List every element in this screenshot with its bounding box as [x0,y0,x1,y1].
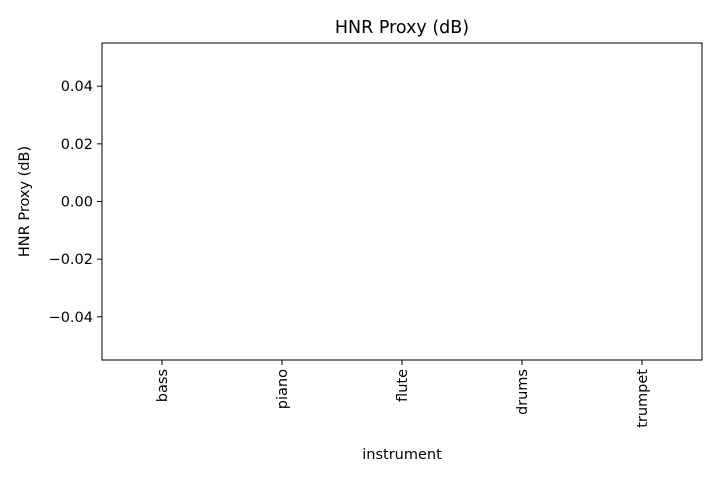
x-tick-label: flute [395,369,411,402]
y-axis-label: HNR Proxy (dB) [17,146,33,257]
chart-title: HNR Proxy (dB) [335,18,469,38]
x-tick-label: bass [155,369,171,402]
y-tick-label: 0.00 [61,195,93,211]
y-tick-label: 0.04 [61,79,93,95]
y-tick-label: −0.02 [49,252,93,268]
x-tick-label: trumpet [635,369,651,428]
x-tick-label: piano [275,369,291,409]
x-axis-ticks: bass piano flute drums trumpet [155,360,651,428]
y-axis-ticks: −0.04 −0.02 0.00 0.02 0.04 [49,79,102,326]
y-tick-label: −0.04 [49,310,93,326]
x-tick-label: drums [515,369,531,415]
x-axis-label: instrument [362,447,442,463]
y-tick-label: 0.02 [61,137,93,153]
